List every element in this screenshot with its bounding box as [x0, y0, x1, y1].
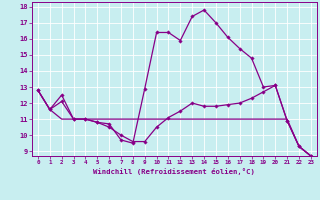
X-axis label: Windchill (Refroidissement éolien,°C): Windchill (Refroidissement éolien,°C): [93, 168, 255, 175]
